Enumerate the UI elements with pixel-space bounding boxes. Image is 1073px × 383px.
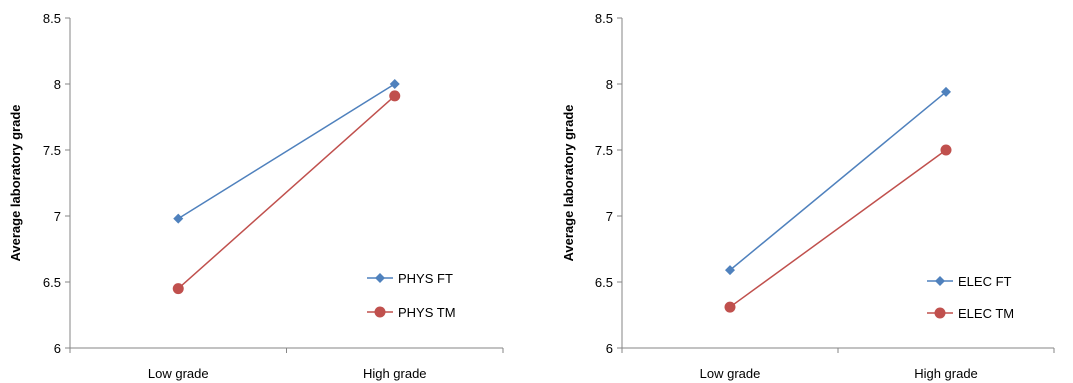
y-tick-label: 6.5 [595, 275, 613, 290]
x-tick-label: Low grade [700, 366, 761, 381]
y-tick-label: 8 [606, 77, 613, 92]
series-line [729, 149, 947, 308]
data-point [940, 144, 952, 156]
legend-swatch-marker [934, 307, 946, 319]
series-line [177, 95, 396, 290]
data-point [389, 79, 400, 89]
legend-swatch-marker [374, 306, 386, 318]
y-tick-label: 6.5 [43, 275, 61, 290]
data-point [389, 90, 401, 102]
x-tick-label: Low grade [148, 366, 209, 381]
y-tick-label: 8.5 [595, 11, 613, 26]
y-tick-label: 7 [54, 209, 61, 224]
legend-entry: PHYS TM [398, 305, 456, 320]
legend-entry: ELEC TM [958, 306, 1014, 321]
y-axis-title: Average laboratory grade [8, 104, 23, 261]
legend-swatch-marker [375, 273, 385, 283]
chart-electronics: 6 6.5 7 7.5 8 8.5 Low grade High grade Average l… [561, 11, 1055, 381]
y-tick-label: 8.5 [43, 11, 61, 26]
x-tick-label: High grade [914, 366, 978, 381]
y-tick-label: 8 [54, 77, 61, 92]
legend-entry: PHYS FT [398, 271, 453, 286]
series-line [729, 91, 947, 271]
y-axis-title: Average laboratory grade [561, 104, 576, 261]
data-point [724, 301, 736, 313]
data-point [941, 86, 951, 97]
data-point [725, 265, 735, 276]
y-tick-label: 7.5 [595, 143, 613, 158]
legend-entry: ELEC FT [958, 274, 1012, 289]
data-point [172, 283, 184, 295]
y-tick-label: 6 [54, 341, 61, 356]
series-line [177, 83, 396, 220]
legend-swatch-marker [935, 276, 945, 286]
y-tick-label: 6 [606, 341, 613, 356]
data-point [173, 213, 184, 224]
chart-physics: 6 6.5 7 7.5 8 8.5 Low grade High grade Average l… [8, 11, 504, 381]
y-tick-label: 7 [606, 209, 613, 224]
y-tick-label: 7.5 [43, 143, 61, 158]
x-tick-label: High grade [363, 366, 427, 381]
